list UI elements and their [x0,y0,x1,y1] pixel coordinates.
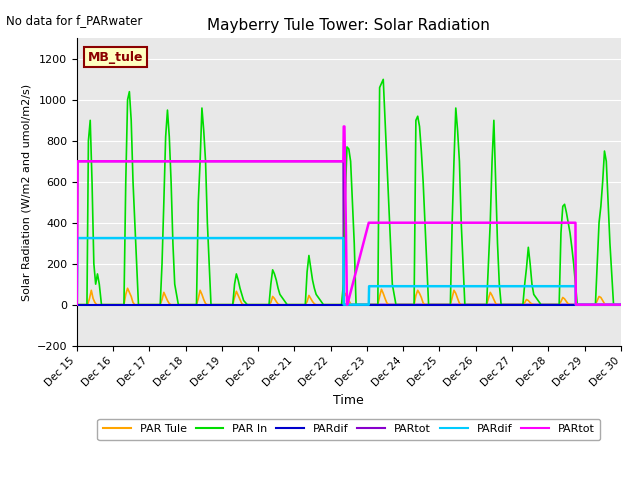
X-axis label: Time: Time [333,394,364,407]
Text: No data for f_PARwater: No data for f_PARwater [6,14,143,27]
Y-axis label: Solar Radiation (W/m2 and umol/m2/s): Solar Radiation (W/m2 and umol/m2/s) [21,84,31,300]
Legend: PAR Tule, PAR In, PARdif, PARtot, PARdif, PARtot: PAR Tule, PAR In, PARdif, PARtot, PARdif… [97,419,600,440]
Title: Mayberry Tule Tower: Solar Radiation: Mayberry Tule Tower: Solar Radiation [207,18,490,33]
Text: MB_tule: MB_tule [88,51,143,64]
